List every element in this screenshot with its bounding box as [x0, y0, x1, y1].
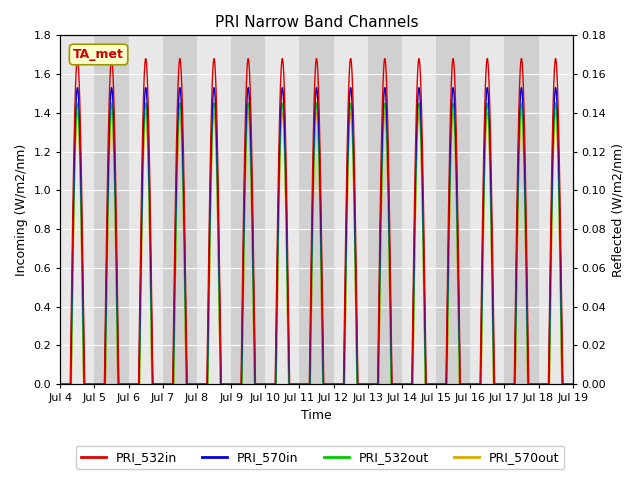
Bar — [95, 36, 129, 384]
Bar — [402, 36, 436, 384]
Bar — [538, 36, 573, 384]
Y-axis label: Incoming (W/m2/nm): Incoming (W/m2/nm) — [15, 144, 28, 276]
Bar — [129, 36, 163, 384]
Bar — [436, 36, 470, 384]
Bar — [231, 36, 265, 384]
Bar — [60, 36, 95, 384]
Bar — [368, 36, 402, 384]
Bar — [573, 36, 607, 384]
X-axis label: Time: Time — [301, 409, 332, 422]
Bar — [300, 36, 333, 384]
Legend: PRI_532in, PRI_570in, PRI_532out, PRI_570out: PRI_532in, PRI_570in, PRI_532out, PRI_57… — [76, 446, 564, 469]
Bar — [163, 36, 197, 384]
Bar — [333, 36, 368, 384]
Y-axis label: Reflected (W/m2/nm): Reflected (W/m2/nm) — [612, 143, 625, 277]
Text: TA_met: TA_met — [73, 48, 124, 61]
Bar — [470, 36, 504, 384]
Title: PRI Narrow Band Channels: PRI Narrow Band Channels — [214, 15, 419, 30]
Bar — [504, 36, 538, 384]
Bar — [197, 36, 231, 384]
Bar — [265, 36, 300, 384]
